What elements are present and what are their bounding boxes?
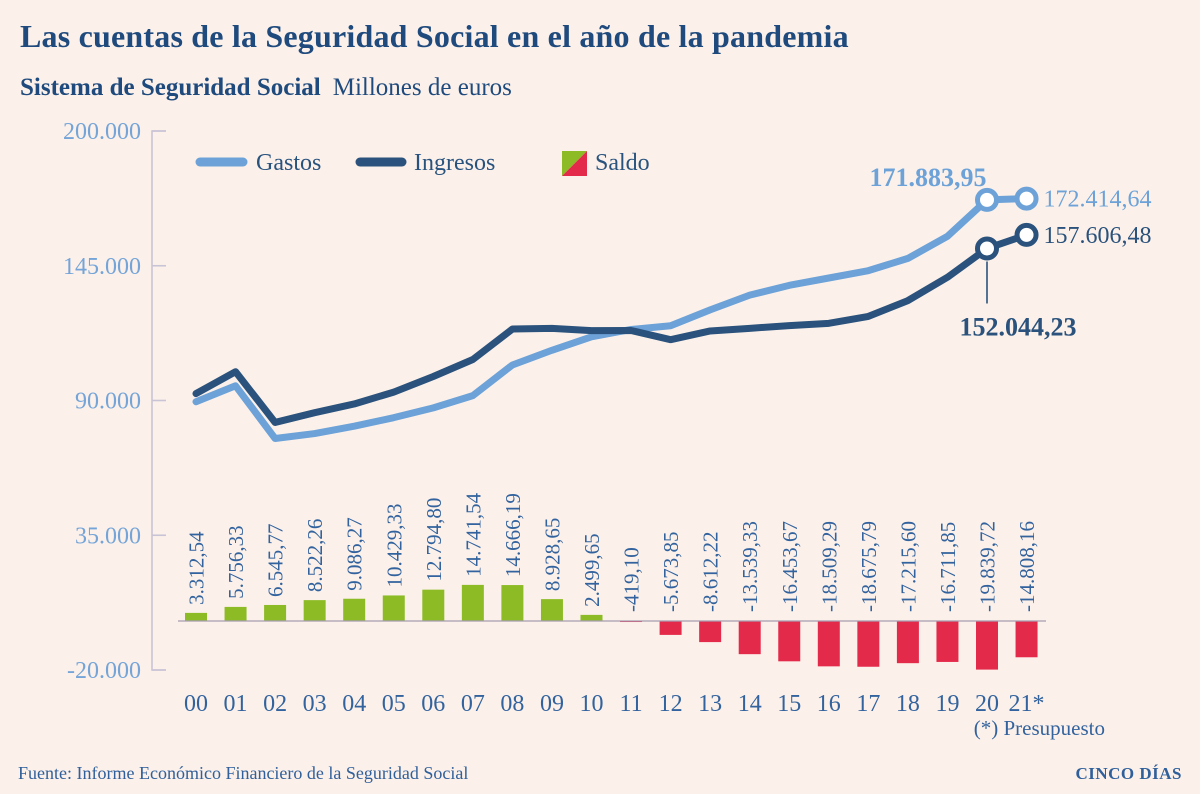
saldo-value-label: -16.453,67 bbox=[778, 521, 802, 612]
footnote-presupuesto: (*) Presupuesto bbox=[973, 716, 1105, 740]
source-credit: Fuente: Informe Económico Financiero de … bbox=[18, 763, 469, 783]
chart-subtitle-row: Sistema de Seguridad Social Millones de e… bbox=[20, 74, 512, 102]
x-axis-label: 21* bbox=[1009, 691, 1045, 717]
x-axis-label: 16 bbox=[817, 691, 841, 717]
saldo-value-label: -19.839,72 bbox=[976, 521, 1000, 612]
saldo-bar bbox=[224, 606, 247, 621]
chart-subtitle: Sistema de Seguridad Social bbox=[20, 74, 321, 101]
saldo-bar bbox=[1015, 621, 1038, 658]
saldo-bar bbox=[540, 599, 563, 621]
legend-ingresos-label: Ingresos bbox=[414, 150, 495, 176]
x-axis-label: 20 bbox=[975, 691, 999, 717]
saldo-bar bbox=[778, 621, 801, 662]
saldo-bar bbox=[896, 621, 919, 664]
saldo-value-label: -14.808,16 bbox=[1015, 521, 1039, 612]
saldo-bar bbox=[580, 614, 603, 621]
x-axis-label: 19 bbox=[935, 691, 959, 717]
saldo-bar bbox=[817, 621, 840, 667]
saldo-bar bbox=[343, 598, 366, 621]
legend-saldo-label: Saldo bbox=[595, 150, 650, 176]
saldo-bar bbox=[422, 589, 445, 621]
x-axis-label: 03 bbox=[303, 691, 327, 717]
x-axis-label: 18 bbox=[896, 691, 920, 717]
saldo-value-label: 12.794,80 bbox=[422, 498, 446, 582]
annotation-152.044,23: 152.044,23 bbox=[960, 312, 1077, 341]
saldo-value-label: -419,10 bbox=[620, 547, 644, 612]
x-axis-label: 01 bbox=[224, 691, 248, 717]
saldo-value-label: -8.612,22 bbox=[699, 532, 723, 613]
saldo-bar bbox=[185, 612, 207, 621]
saldo-bar bbox=[936, 621, 959, 662]
saldo-value-label: 9.086,27 bbox=[343, 517, 367, 591]
ingresos-line bbox=[192, 231, 1031, 426]
saldo-value-label: -18.675,79 bbox=[857, 521, 881, 612]
saldo-value-label: 14.741,54 bbox=[461, 492, 485, 577]
ingresos-marker bbox=[975, 236, 999, 261]
saldo-bar bbox=[264, 604, 287, 621]
saldo-bar bbox=[501, 585, 524, 621]
legend-gastos-label: Gastos bbox=[256, 150, 321, 176]
chart-units-label: Millones de euros bbox=[332, 74, 512, 101]
saldo-bar bbox=[659, 621, 682, 635]
saldo-value-label: -13.539,33 bbox=[738, 521, 762, 612]
x-axis-label: 17 bbox=[856, 691, 880, 717]
x-axis-label: 06 bbox=[421, 691, 445, 717]
saldo-value-label: 5.756,33 bbox=[224, 525, 248, 599]
x-axis-label: 10 bbox=[580, 691, 604, 717]
x-axis-label: 05 bbox=[382, 691, 406, 717]
x-axis-label: 14 bbox=[738, 691, 762, 717]
saldo-value-label: 10.429,33 bbox=[382, 503, 406, 587]
y-axis-label: 200.000 bbox=[63, 119, 141, 145]
legend-saldo-swatch-red bbox=[562, 151, 587, 176]
saldo-value-label: 8.928,65 bbox=[540, 518, 564, 592]
gastos-marker bbox=[1014, 186, 1039, 211]
footer: Fuente: Informe Económico Financiero de … bbox=[18, 763, 1182, 784]
annotation-171.883,95: 171.883,95 bbox=[870, 163, 987, 192]
saldo-bar bbox=[976, 621, 998, 670]
saldo-value-label: 2.499,65 bbox=[580, 533, 604, 607]
x-axis-label: 09 bbox=[540, 691, 564, 717]
y-axis-label: 90.000 bbox=[75, 389, 141, 415]
brand-logo: CINCO DÍAS bbox=[1075, 764, 1182, 783]
annotation-157.606,48: 157.606,48 bbox=[1044, 223, 1152, 249]
x-axis-label: 04 bbox=[342, 691, 366, 717]
x-axis-label: 12 bbox=[659, 691, 683, 717]
saldo-value-label: -18.509,29 bbox=[817, 521, 841, 612]
saldo-value-label: -17.215,60 bbox=[896, 521, 920, 612]
chart-title: Las cuentas de la Seguridad Social en el… bbox=[20, 18, 849, 54]
x-axis-label: 15 bbox=[777, 691, 801, 717]
saldo-bar bbox=[461, 584, 484, 621]
saldo-value-label: 6.545,77 bbox=[264, 523, 288, 597]
saldo-value-label: 8.522,26 bbox=[303, 519, 327, 593]
y-axis-label: -20.000 bbox=[67, 658, 141, 684]
y-axis-label: 145.000 bbox=[63, 254, 141, 280]
saldo-value-label: -16.711,85 bbox=[936, 522, 960, 612]
saldo-value-label: 3.312,54 bbox=[185, 531, 209, 605]
saldo-bar bbox=[303, 600, 326, 621]
x-axis-label: 07 bbox=[461, 691, 485, 717]
x-axis-label: 00 bbox=[184, 691, 208, 717]
saldo-value-label: 14.666,19 bbox=[501, 493, 525, 577]
saldo-bar bbox=[857, 621, 880, 667]
gastos-line bbox=[192, 195, 1031, 442]
saldo-bar bbox=[382, 595, 405, 621]
saldo-bar bbox=[738, 621, 761, 655]
saldo-value-label: -5.673,85 bbox=[659, 532, 683, 613]
x-axis-label: 02 bbox=[263, 691, 287, 717]
x-axis-label: 11 bbox=[619, 691, 642, 717]
ingresos-marker bbox=[1014, 222, 1039, 247]
x-axis-label: 08 bbox=[500, 691, 524, 717]
x-axis-label: 13 bbox=[698, 691, 722, 717]
saldo-bar bbox=[699, 621, 722, 643]
y-axis-label: 35.000 bbox=[75, 523, 141, 549]
annotation-172.414,64: 172.414,64 bbox=[1044, 187, 1152, 213]
gastos-marker bbox=[975, 187, 999, 212]
